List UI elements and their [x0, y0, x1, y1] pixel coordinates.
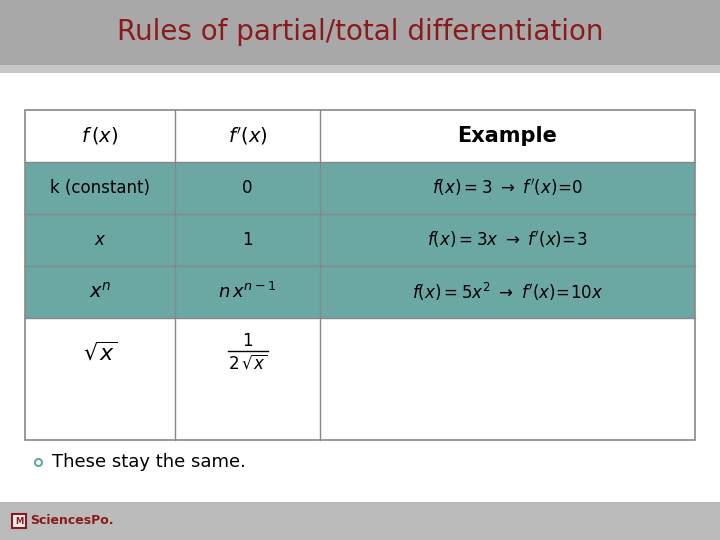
Bar: [25, 266, 695, 318]
Text: These stay the same.: These stay the same.: [52, 453, 246, 471]
Text: $\sqrt{x}$: $\sqrt{x}$: [83, 341, 117, 363]
Bar: [25, 214, 695, 266]
Bar: [25, 110, 695, 162]
Text: 0: 0: [242, 179, 253, 197]
Text: $1$: $1$: [242, 332, 253, 350]
Text: $x$: $x$: [94, 231, 107, 249]
Bar: [0, 502, 720, 540]
Bar: [25, 162, 695, 214]
Text: Example: Example: [458, 126, 557, 146]
Text: $x^n$: $x^n$: [89, 282, 112, 302]
Bar: [0, 0, 720, 65]
Text: $f(x)=5x^2\ \rightarrow\ f'(x)\!=\!10x$: $f(x)=5x^2\ \rightarrow\ f'(x)\!=\!10x$: [412, 281, 603, 303]
Text: $2\,\sqrt{x}$: $2\,\sqrt{x}$: [228, 354, 267, 372]
Text: 1: 1: [242, 231, 253, 249]
Text: Rules of partial/total differentiation: Rules of partial/total differentiation: [117, 18, 603, 46]
Bar: [12, 514, 26, 528]
Text: $f(x)=3\ \rightarrow\ f'(x)\!=\!0$: $f(x)=3\ \rightarrow\ f'(x)\!=\!0$: [432, 178, 583, 199]
Text: $f'(x)$: $f'(x)$: [228, 125, 267, 147]
Text: $n\,x^{n-1}$: $n\,x^{n-1}$: [218, 282, 276, 302]
Bar: [25, 318, 695, 386]
Text: $f(x)=3x\ \rightarrow\ f'(x)\!=\!3$: $f(x)=3x\ \rightarrow\ f'(x)\!=\!3$: [427, 230, 588, 251]
Text: $f\,(x)$: $f\,(x)$: [81, 125, 119, 146]
Text: M: M: [15, 516, 23, 525]
Text: k (constant): k (constant): [50, 179, 150, 197]
Bar: [0, 65, 720, 73]
Bar: [25, 110, 695, 440]
Text: SciencesPo.: SciencesPo.: [30, 515, 114, 528]
